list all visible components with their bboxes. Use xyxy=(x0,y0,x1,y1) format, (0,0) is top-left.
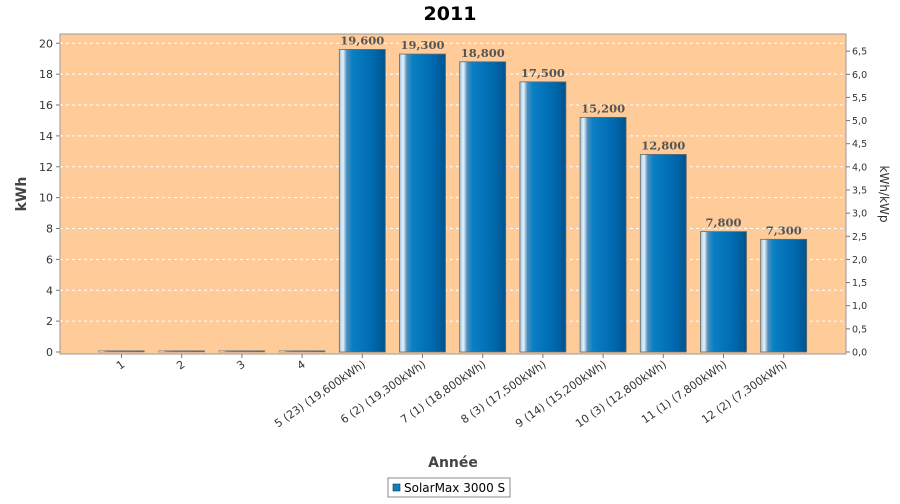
bar-value-label: 12,800 xyxy=(641,138,685,152)
y-right-tick-label: 6,0 xyxy=(852,70,867,81)
bar xyxy=(278,350,326,353)
legend-swatch xyxy=(392,483,401,492)
bar xyxy=(158,350,206,353)
y-right-tick-label: 4,0 xyxy=(852,162,867,173)
y-right-tick-label: 1,0 xyxy=(852,301,867,312)
bar xyxy=(218,350,266,353)
bar xyxy=(700,231,747,353)
y-tick-label: 16 xyxy=(39,99,53,112)
x-axis-title: Année xyxy=(428,455,478,471)
bars: 19,600 19,300 18,800 17,500 15,200 12,800 7,80… xyxy=(98,33,808,353)
y-tick-label: 20 xyxy=(39,37,53,50)
legend: SolarMax 3000 S xyxy=(387,477,511,498)
y-axis-right: 0,0 0,5 1,0 1,5 2,0 2,5 3,0 3,5 4,0 4,5 5,0 5,5 6,0 6… xyxy=(846,47,867,359)
y-right-tick-label: 0,0 xyxy=(852,348,867,359)
bar xyxy=(639,154,687,353)
y-axis-right-title: kWh/kWp xyxy=(877,166,891,223)
y-tick-label: 4 xyxy=(46,284,53,297)
x-axis: 1 2 3 45 (23) (19,600kWh)6 (2) (19,300kWh)7… xyxy=(114,354,789,430)
bar xyxy=(98,350,145,353)
chart-title: 2011 xyxy=(424,3,477,25)
y-tick-label: 12 xyxy=(39,161,53,174)
y-tick-label: 18 xyxy=(39,68,53,81)
bar-value-label: 7,800 xyxy=(705,216,741,230)
bar-value-label: 17,500 xyxy=(521,66,565,80)
x-tick-label: 2 xyxy=(174,358,187,373)
y-tick-label: 8 xyxy=(46,223,53,236)
y-right-tick-label: 6,5 xyxy=(852,47,867,58)
y-tick-label: 0 xyxy=(46,346,53,359)
bar-value-label: 15,200 xyxy=(581,101,625,115)
y-right-tick-label: 2,0 xyxy=(852,255,867,266)
y-tick-label: 2 xyxy=(46,315,53,328)
legend-label: SolarMax 3000 S xyxy=(404,481,505,495)
y-right-tick-label: 3,5 xyxy=(852,185,867,196)
y-tick-label: 6 xyxy=(46,253,53,266)
y-right-tick-label: 4,5 xyxy=(852,139,867,150)
x-tick-label: 4 xyxy=(295,358,308,373)
y-axis-left: 0 2 4 6 8 10 12 14 16 18 20 xyxy=(39,37,60,359)
y-right-tick-label: 1,5 xyxy=(852,278,867,289)
x-tick-label: 1 xyxy=(114,358,127,373)
bar xyxy=(399,53,446,353)
y-right-tick-label: 5,0 xyxy=(852,116,867,127)
bar xyxy=(579,116,627,353)
y-right-tick-label: 0,5 xyxy=(852,324,867,335)
legend-box xyxy=(387,477,511,498)
bar-value-label: 7,300 xyxy=(766,223,802,237)
bar-value-label: 18,800 xyxy=(461,46,505,60)
x-tick-label: 3 xyxy=(234,358,247,373)
bar xyxy=(760,238,808,353)
bar xyxy=(519,81,567,353)
bar-value-label: 19,300 xyxy=(400,38,444,52)
y-tick-label: 10 xyxy=(39,192,53,205)
y-right-tick-label: 5,5 xyxy=(852,93,867,104)
bar-value-label: 19,600 xyxy=(340,33,384,47)
bar xyxy=(338,49,386,353)
y-axis-title: kWh xyxy=(14,177,30,212)
bar xyxy=(459,61,507,353)
y-right-tick-label: 2,5 xyxy=(852,232,867,243)
y-tick-label: 14 xyxy=(39,130,53,143)
y-right-tick-label: 3,0 xyxy=(852,209,867,220)
